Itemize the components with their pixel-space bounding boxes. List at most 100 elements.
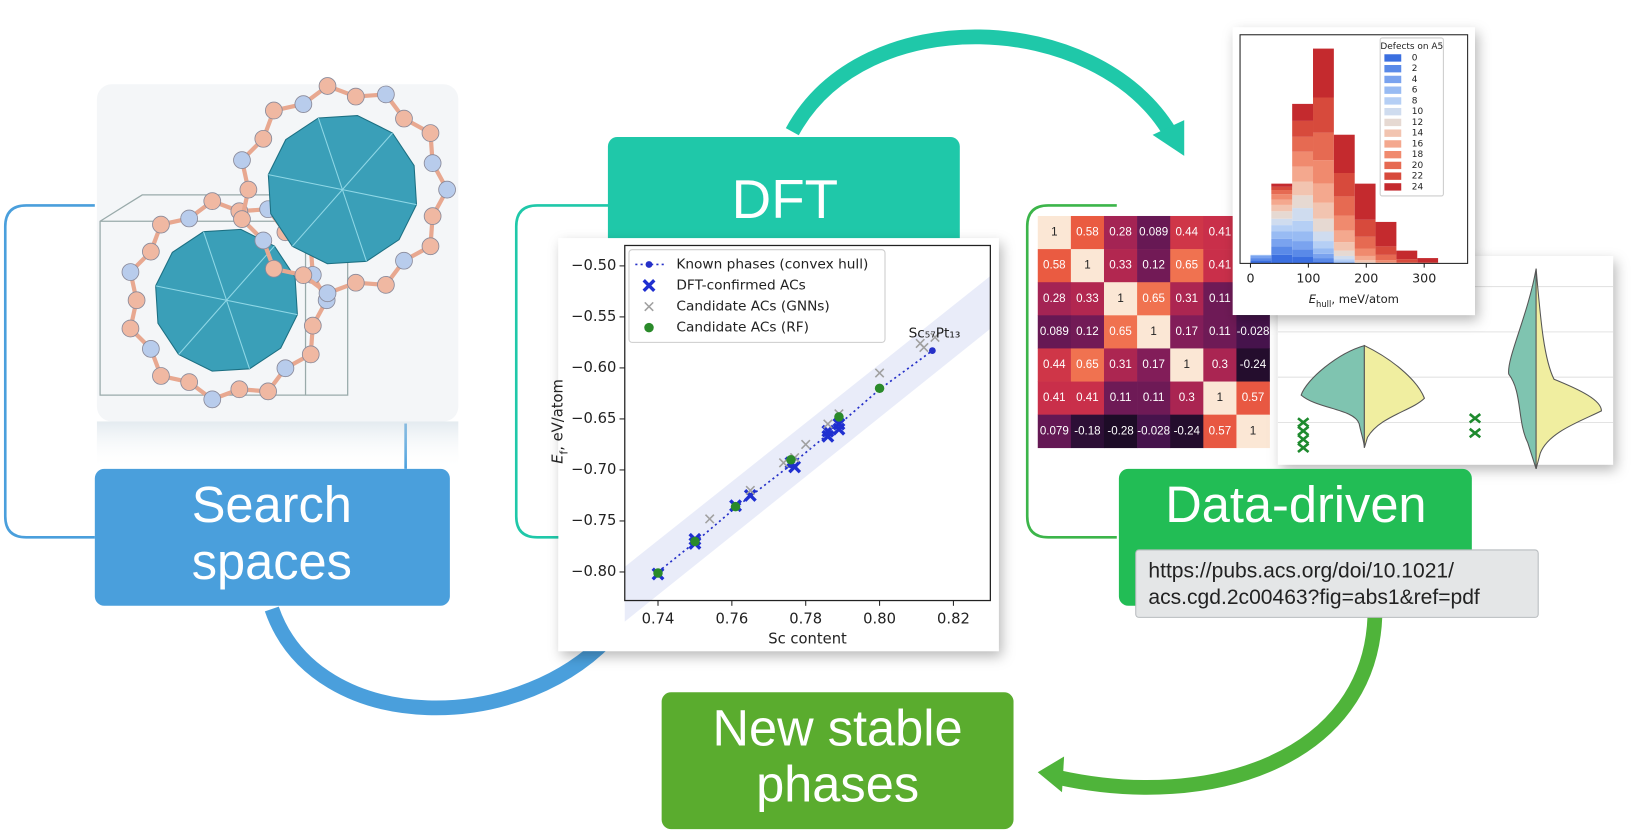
histogram-bar [1354,255,1376,261]
cell-label: 0.58 [1076,227,1099,239]
histogram-bar [1333,261,1355,263]
marker [1297,417,1310,454]
arrowhead [1037,756,1065,793]
bracket [1025,204,1117,539]
violin-half [1300,344,1365,448]
histogram-bar [1333,242,1355,251]
heatmap-cell [1137,315,1171,349]
histogram-bar [1250,254,1272,256]
point [915,338,925,349]
histogram-bar [1333,255,1355,260]
heatmap-cell [1203,414,1237,449]
legend-swatch [1384,97,1402,105]
histogram-bar [1333,250,1355,256]
histogram-bar [1250,255,1272,259]
point [730,501,741,512]
legend-marker [644,322,654,333]
heatmap-cell [1103,249,1138,283]
cell-label: 0.41 [1076,392,1099,404]
legend-label: 6 [1412,86,1418,96]
heatmap-cell [1170,348,1204,382]
bracket [514,204,622,539]
point [834,412,844,422]
heatmap-cell [1170,249,1204,283]
histogram-bar [1292,241,1314,250]
marker [1468,413,1482,439]
atom [233,151,251,170]
legend-label: 2 [1412,64,1418,74]
histogram-bar [1375,260,1397,263]
x-axis-label: Sc content [768,631,847,648]
heatmap-cell [1070,414,1105,449]
outlier-markers [1297,413,1482,454]
cell-label: -0.28 [1107,425,1133,437]
histogram-bar [1417,258,1439,263]
atom [121,263,140,281]
heatmap-cell [1170,414,1204,449]
cell-label: 0.17 [1175,326,1198,338]
histogram-bar [1292,249,1314,258]
atom [438,180,456,199]
heatmap-cell [1037,249,1072,283]
heatmap-cell [1236,414,1270,449]
bracket [3,204,95,539]
heatmap-cell [1070,282,1105,316]
plot-frame [1239,34,1469,264]
cell-label: -0.028 [1237,326,1270,338]
histogram-bar [1333,262,1355,264]
histogram-bar [1271,199,1293,205]
cell-label: 0.33 [1076,293,1099,305]
scene: Search spaces DFT −0.50−0.55−0.60−0.65−0… [3,27,1614,830]
cell-label: 0.11 [1209,293,1231,305]
stage-box [661,692,1014,830]
atom [142,242,160,261]
legend-swatch [1384,107,1402,116]
facet-edge [226,300,251,369]
violin-half [1508,268,1537,469]
histogram-bar [1313,132,1334,161]
y-axis-label-part: , eV/atom [549,379,566,451]
heatmap-cell [1137,215,1171,250]
facet-edge [226,245,275,301]
atom [294,266,313,285]
atom [395,251,413,270]
y-axis-label-part: f [558,450,570,454]
arrow [264,606,624,716]
heatmap-cell [1203,215,1237,250]
cell-label: 0.28 [1109,227,1132,239]
atom [303,316,322,335]
facet-edge [341,189,367,262]
histogram-bar [1396,259,1418,263]
legend-label: 4 [1412,75,1418,85]
histogram-bar [1354,262,1376,264]
cell-label: 0.44 [1043,359,1066,371]
atom [180,209,199,228]
stage-label: Data-driven [1165,476,1426,533]
atom [318,284,337,303]
stage-label: New stable [713,700,963,757]
x-tick-label: 100 [1296,271,1320,286]
heatmap-cell [1037,414,1072,449]
histogram-bar [1250,260,1272,264]
cell-label: 0.41 [1209,260,1232,272]
atom [276,359,295,378]
histogram-bar [1354,260,1376,263]
stage-label: phases [756,755,919,812]
y-tick-label: −0.50 [571,257,616,274]
legend-swatch [1384,150,1402,159]
cell-label: 0.41 [1209,227,1232,239]
cell-label: 0.31 [1175,293,1198,305]
histogram-bar [1313,248,1334,254]
facet-edge [291,189,343,247]
histogram-bar [1375,221,1397,247]
cell-label: 0.57 [1242,392,1265,404]
histogram-bar [1271,211,1293,219]
histogram-bar [1313,241,1334,249]
histogram-bar [1354,219,1376,237]
cell-label: 0.57 [1209,425,1232,437]
histogram-bar [1292,208,1314,221]
histogram-bar [1271,194,1293,200]
annotation: Sc₅₇Pt₁₃ [909,326,961,342]
tooltip: https://pubs.acs.org/doi/10.1021/ acs.cg… [1135,549,1539,618]
cell-label: 0.079 [1040,425,1069,437]
